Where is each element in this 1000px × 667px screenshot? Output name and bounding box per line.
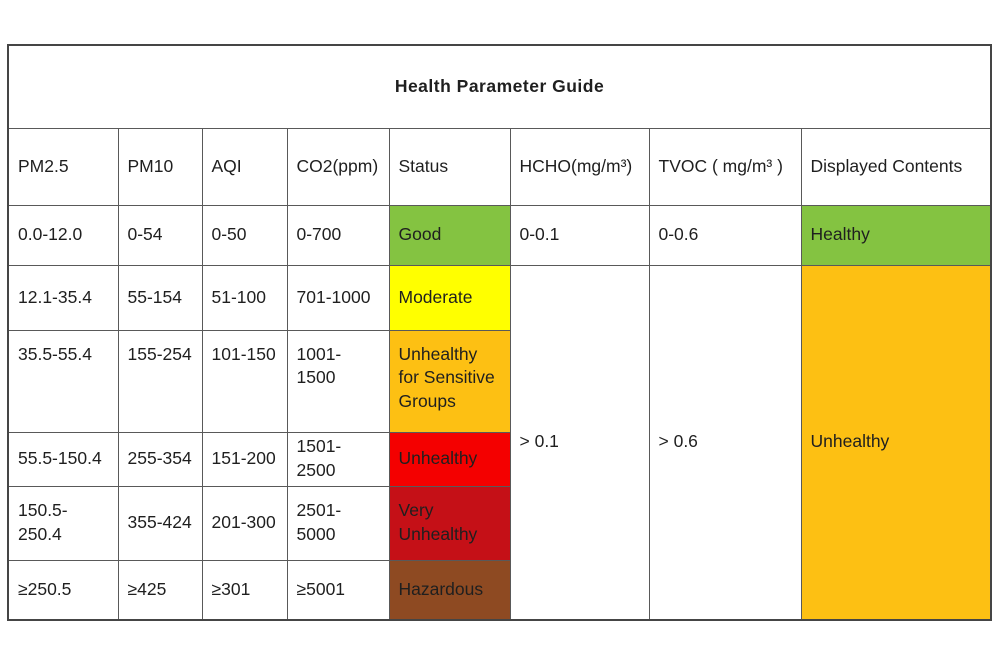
cell-co2: 1001-1500	[286, 329, 390, 433]
status-cell-very-unhealthy: Very Unhealthy	[388, 485, 511, 561]
cell-pm25: 55.5-150.4	[7, 431, 119, 487]
status-cell-unhealthy: Unhealthy	[388, 431, 511, 487]
title-row: Health Parameter Guide	[7, 44, 992, 129]
cell-aqi: 201-300	[201, 485, 288, 561]
cell-aqi: 151-200	[201, 431, 288, 487]
displayed-cell-healthy: Healthy	[800, 204, 992, 266]
cell-pm25: 12.1-35.4	[7, 264, 119, 331]
cell-pm10: ≥425	[117, 559, 203, 621]
col-header-displayed-contents: Displayed Contents	[800, 127, 992, 206]
cell-hcho: 0-0.1	[509, 204, 650, 266]
col-header-aqi: AQI	[201, 127, 288, 206]
table-row-good: 0.0-12.0 0-54 0-50 0-700 Good 0-0.1 0-0.…	[7, 204, 992, 266]
cell-pm10: 155-254	[117, 329, 203, 433]
cell-co2: ≥5001	[286, 559, 390, 621]
cell-pm10: 255-354	[117, 431, 203, 487]
cell-co2: 701-1000	[286, 264, 390, 331]
col-header-co2: CO2(ppm)	[286, 127, 390, 206]
col-header-status: Status	[388, 127, 511, 206]
displayed-cell-unhealthy-merged: Unhealthy	[800, 264, 992, 621]
col-header-hcho: HCHO(mg/m³)	[509, 127, 650, 206]
cell-tvoc: 0-0.6	[648, 204, 802, 266]
table-row-moderate: 12.1-35.4 55-154 51-100 701-1000 Moderat…	[7, 264, 992, 621]
cell-aqi: 51-100	[201, 264, 288, 331]
cell-hcho-merged: > 0.1	[509, 264, 650, 621]
column-header-row: PM2.5 PM10 AQI CO2(ppm) Status HCHO(mg/m…	[7, 127, 992, 206]
cell-co2: 0-700	[286, 204, 390, 266]
cell-pm25: ≥250.5	[7, 559, 119, 621]
col-header-tvoc: TVOC ( mg/m³ )	[648, 127, 802, 206]
status-cell-good: Good	[388, 204, 511, 266]
cell-pm25: 0.0-12.0	[7, 204, 119, 266]
page-title: Health Parameter Guide	[7, 44, 992, 129]
cell-co2: 1501-2500	[286, 431, 390, 487]
table-row-hazardous: ≥250.5 ≥425 ≥301 ≥5001 Hazardous	[7, 559, 991, 621]
col-header-pm10: PM10	[117, 127, 203, 206]
table-row-usg: 35.5-55.4 155-254 101-150 1001-1500 Unhe…	[7, 329, 991, 433]
cell-pm25: 150.5-250.4	[7, 485, 119, 561]
status-cell-moderate: Moderate	[388, 264, 511, 331]
cell-tvoc-merged: > 0.6	[648, 264, 802, 621]
health-parameter-table: Health Parameter Guide PM2.5 PM10 AQI CO…	[7, 44, 993, 621]
status-cell-hazardous: Hazardous	[388, 559, 511, 621]
cell-pm25: 35.5-55.4	[7, 329, 119, 433]
cell-pm10: 355-424	[117, 485, 203, 561]
table-row-very-unhealthy: 150.5-250.4 355-424 201-300 2501-5000 Ve…	[7, 485, 991, 561]
cell-aqi: 101-150	[201, 329, 288, 433]
status-cell-unhealthy-sensitive-groups: Unhealthy for Sensitive Groups	[388, 329, 511, 433]
col-header-pm25: PM2.5	[7, 127, 119, 206]
cell-pm10: 55-154	[117, 264, 203, 331]
cell-aqi: ≥301	[201, 559, 288, 621]
cell-aqi: 0-50	[201, 204, 288, 266]
cell-pm10: 0-54	[117, 204, 203, 266]
cell-co2: 2501-5000	[286, 485, 390, 561]
